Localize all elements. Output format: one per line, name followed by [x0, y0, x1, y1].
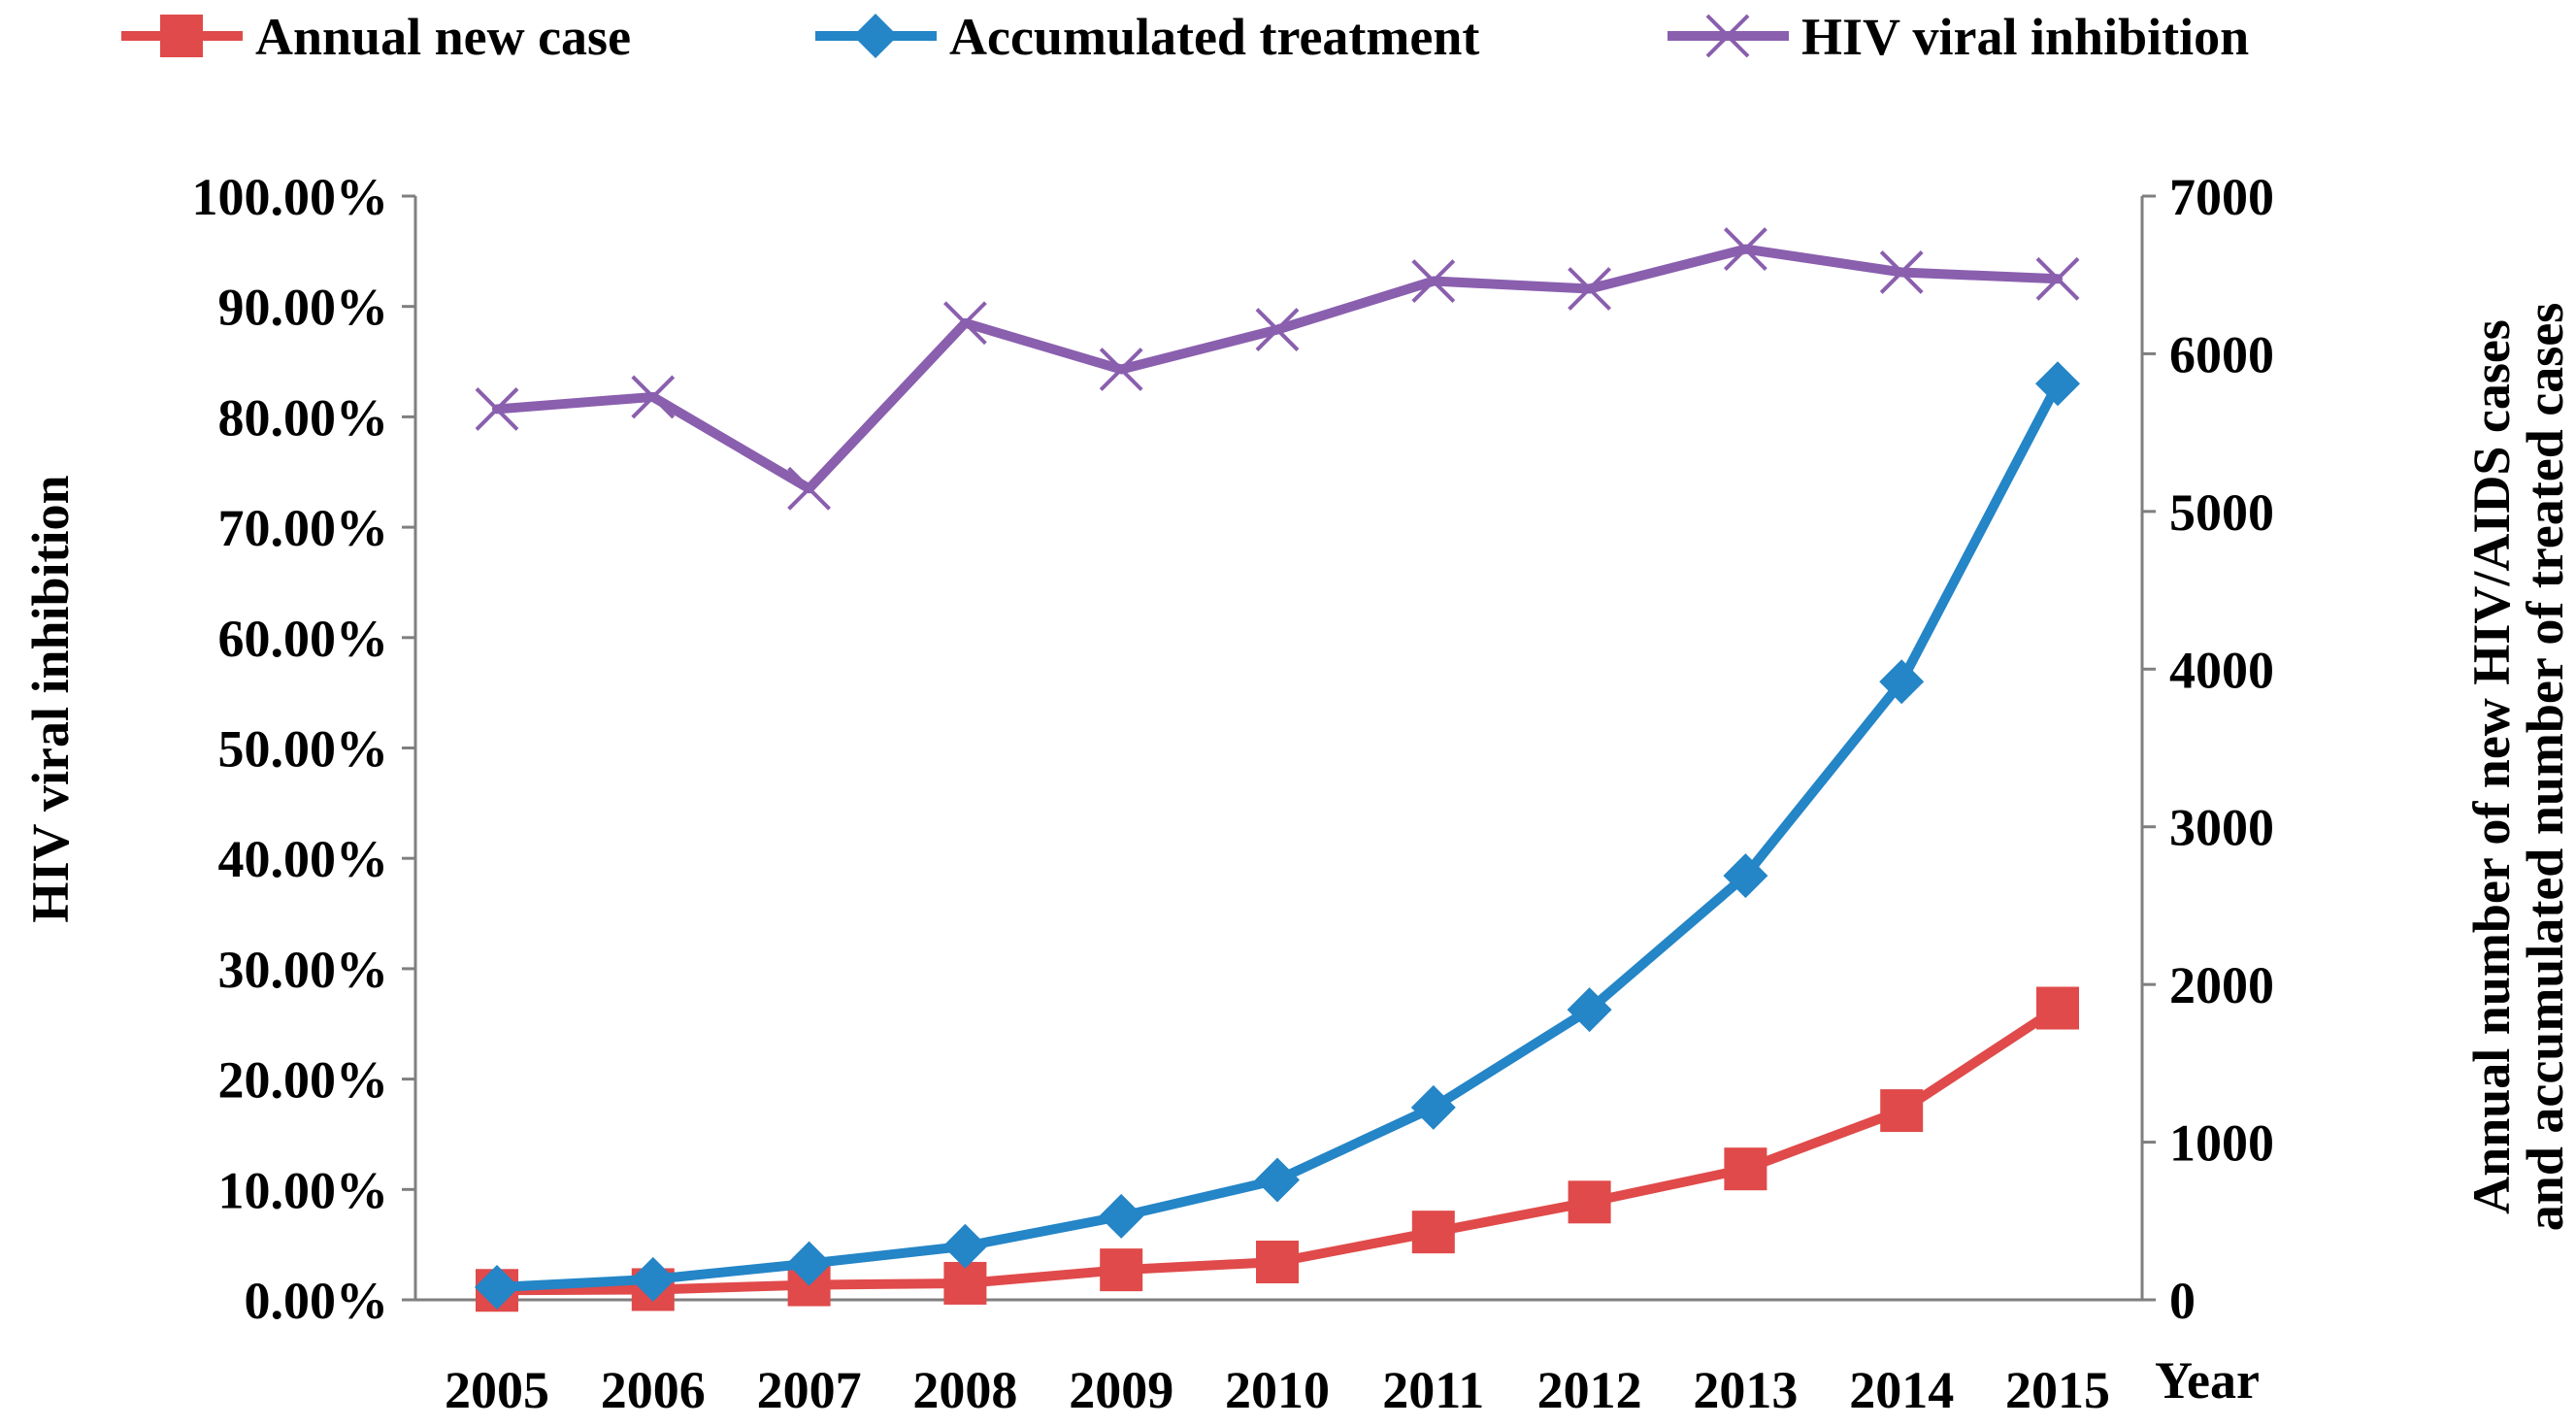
annual-new-case-point: [1724, 1147, 1767, 1191]
x-tick-label: 2012: [1537, 1361, 1642, 1419]
x-tick-label: 2014: [1849, 1361, 1954, 1419]
left-axis-title: HIV viral inhibition: [21, 475, 80, 922]
annual-new-case-point: [2036, 986, 2079, 1030]
hiv-viral-inhibition-point: [1099, 348, 1143, 391]
left-tick-label: 50.00%: [218, 720, 389, 779]
legend-label: HIV viral inhibition: [1801, 8, 2249, 66]
left-tick-label: 70.00%: [218, 499, 389, 557]
accumulated-treatment-point: [1879, 659, 1925, 705]
legend-marker: [160, 15, 203, 57]
x-tick-label: 2011: [1382, 1361, 1484, 1419]
accumulated-treatment-point: [942, 1223, 988, 1269]
legend: Annual new case Accumulated treatment HIV …: [121, 8, 2249, 66]
left-tick-label: 60.00%: [218, 610, 389, 668]
accumulated-treatment-point: [786, 1241, 832, 1286]
legend-item-accumulated-treatment: Accumulated treatment: [815, 8, 1479, 66]
left-tick-label: 40.00%: [218, 830, 389, 888]
series-accumulated-treatment: [475, 361, 2080, 1311]
annual-new-case-point: [1880, 1089, 1924, 1133]
legend-label: Accumulated treatment: [949, 8, 1479, 66]
accumulated-treatment-point: [1567, 987, 1612, 1033]
legend-marker: [1705, 14, 1750, 58]
x-axis-ticks: 2005 2006 2007 2008 2009 2010 2011 2012 2013 2014…: [445, 1361, 2110, 1419]
hiv-viral-inhibition-point: [787, 466, 832, 511]
accumulated-treatment-point: [475, 1265, 519, 1311]
hiv-viral-inhibition-line: [492, 244, 2063, 494]
accumulated-treatment-line: [492, 379, 2063, 1293]
accumulated-treatment-point: [630, 1256, 676, 1302]
hiv-viral-inhibition-point: [475, 387, 519, 431]
left-tick-label: 90.00%: [218, 279, 389, 337]
x-tick-label: 2013: [1693, 1361, 1798, 1419]
left-tick-label: 0.00%: [245, 1272, 389, 1330]
hiv-viral-inhibition-point: [1255, 308, 1300, 351]
series-annual-new-case: [476, 986, 2079, 1312]
right-tick-label: 7000: [2169, 168, 2274, 226]
left-tick-label: 30.00%: [218, 941, 389, 999]
left-tick-label: 100.00%: [192, 168, 389, 226]
hiv-viral-inhibition-point: [1568, 267, 1612, 311]
x-tick-label: 2008: [912, 1361, 1017, 1419]
series-layer: [475, 227, 2080, 1312]
x-tick-label: 2007: [757, 1361, 862, 1419]
right-tick-label: 1000: [2169, 1114, 2274, 1173]
hiv-viral-inhibition-point: [1879, 250, 1924, 294]
right-axis-title-line2: and accumulated number of treated cases: [2516, 303, 2574, 1231]
series-hiv-viral-inhibition: [475, 227, 2080, 511]
accumulated-treatment-point: [1255, 1157, 1300, 1203]
legend-marker: [853, 14, 898, 58]
right-axis-title-line1: Annual number of new HIV/AIDS cases: [2462, 319, 2521, 1214]
axes: [413, 196, 2144, 1302]
x-tick-label: 2015: [2005, 1361, 2110, 1419]
x-tick-label: 2005: [445, 1361, 549, 1419]
left-axis-ticks: 0.00% 10.00% 20.00% 30.00% 40.00% 50.00% 60.00…: [192, 168, 415, 1330]
right-tick-label: 2000: [2169, 956, 2274, 1014]
annual-new-case-point: [1411, 1211, 1455, 1254]
accumulated-treatment-point: [2035, 361, 2080, 407]
accumulated-treatment-point: [1410, 1084, 1456, 1130]
legend-label: Annual new case: [255, 8, 631, 66]
hiv-viral-inhibition-point: [942, 301, 987, 346]
legend-item-hiv-viral-inhibition: HIV viral inhibition: [1668, 8, 2249, 66]
left-tick-label: 20.00%: [218, 1051, 389, 1110]
hiv-viral-inhibition-point: [631, 375, 676, 419]
legend-item-annual-new-case: Annual new case: [121, 8, 631, 66]
annual-new-case-point: [943, 1261, 987, 1305]
x-tick-label: 2010: [1225, 1361, 1330, 1419]
x-axis-title: Year: [2155, 1351, 2260, 1410]
hiv-viral-inhibition-point: [2035, 256, 2080, 301]
right-tick-label: 4000: [2169, 641, 2274, 699]
right-tick-label: 3000: [2169, 799, 2274, 857]
accumulated-treatment-point: [1723, 853, 1768, 899]
x-tick-label: 2009: [1069, 1361, 1173, 1419]
right-tick-label: 5000: [2169, 483, 2274, 542]
accumulated-treatment-point: [1099, 1193, 1144, 1239]
left-tick-label: 10.00%: [218, 1161, 389, 1219]
right-tick-label: 6000: [2169, 325, 2274, 383]
right-axis-ticks: 0 1000 2000 3000 4000 5000 6000 7000: [2142, 168, 2274, 1330]
hiv-viral-inhibition-point: [1411, 259, 1456, 303]
annual-new-case-point: [1100, 1248, 1143, 1292]
hiv-viral-inhibition-point: [1723, 227, 1767, 271]
annual-new-case-point: [1256, 1241, 1299, 1284]
left-tick-label: 80.00%: [218, 388, 389, 447]
annual-new-case-point: [1568, 1180, 1611, 1224]
x-tick-label: 2006: [601, 1361, 706, 1419]
right-tick-label: 0: [2169, 1272, 2196, 1330]
